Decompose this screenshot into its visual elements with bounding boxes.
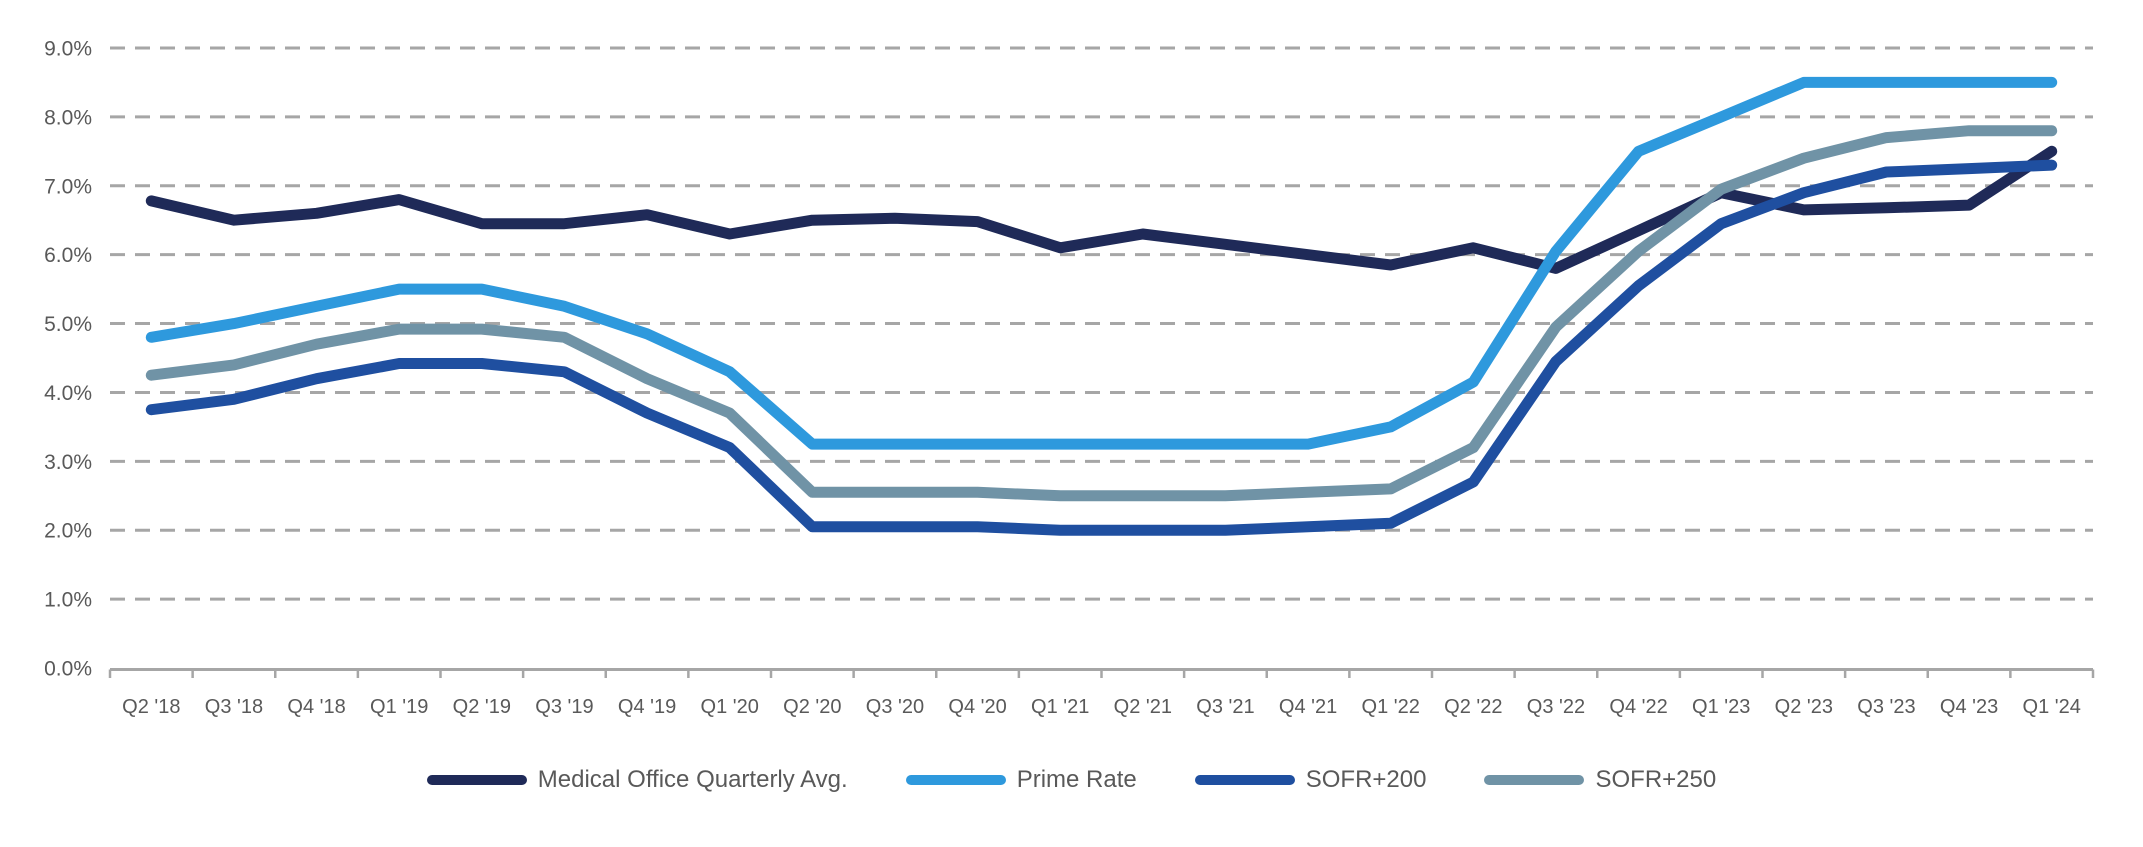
x-axis-label: Q4 '21 xyxy=(1279,696,1337,718)
x-axis-label: Q3 '23 xyxy=(1857,696,1915,718)
x-axis-label: Q2 '18 xyxy=(122,696,180,718)
x-axis-label: Q4 '22 xyxy=(1609,696,1667,718)
legend-swatch-prime-rate xyxy=(905,775,1006,785)
x-axis-label: Q1 '23 xyxy=(1692,696,1750,718)
x-axis-label: Q4 '18 xyxy=(287,696,345,718)
x-axis-label: Q4 '23 xyxy=(1940,696,1998,718)
x-axis-label: Q1 '21 xyxy=(1031,696,1089,718)
legend-label-prime-rate: Prime Rate xyxy=(1016,766,1137,793)
x-axis-label: Q4 '20 xyxy=(948,696,1006,718)
x-axis-label: Q3 '22 xyxy=(1527,696,1585,718)
x-axis-label: Q2 '19 xyxy=(453,696,511,718)
y-axis-label: 2.0% xyxy=(44,520,92,543)
x-axis-label: Q3 '20 xyxy=(866,696,924,718)
x-axis-label: Q2 '20 xyxy=(783,696,841,718)
x-axis-label: Q3 '18 xyxy=(205,696,263,718)
y-axis-label: 0.0% xyxy=(44,658,92,681)
x-axis-label: Q3 '19 xyxy=(535,696,593,718)
y-axis-label: 9.0% xyxy=(44,38,92,61)
legend-label-medical-office-quarterly-avg: Medical Office Quarterly Avg. xyxy=(537,766,848,793)
series-line-medical-office-quarterly-avg xyxy=(145,145,2058,274)
y-axis-label: 6.0% xyxy=(44,244,92,267)
legend-swatch-sofr-200 xyxy=(1194,775,1295,785)
legend-swatch-sofr-250 xyxy=(1484,775,1585,785)
x-axis-label: Q2 '22 xyxy=(1444,696,1502,718)
legend-label-sofr-200: SOFR+200 xyxy=(1305,766,1427,793)
y-axis-label: 4.0% xyxy=(44,382,92,405)
x-axis-label: Q4 '19 xyxy=(618,696,676,718)
series-line-sofr-250 xyxy=(145,125,2058,502)
x-axis-label: Q3 '21 xyxy=(1196,696,1254,718)
legend-item-medical-office-quarterly-avg: Medical Office Quarterly Avg. xyxy=(426,766,848,794)
legend-item-sofr-250: SOFR+250 xyxy=(1484,766,1716,794)
x-axis-label: Q1 '24 xyxy=(2023,696,2081,718)
x-axis-label: Q1 '22 xyxy=(1362,696,1420,718)
legend-item-prime-rate: Prime Rate xyxy=(905,766,1137,794)
x-axis-label: Q2 '23 xyxy=(1775,696,1833,718)
y-axis-label: 8.0% xyxy=(44,106,92,129)
legend-item-sofr-200: SOFR+200 xyxy=(1194,766,1427,794)
series-line-prime-rate xyxy=(145,76,2058,450)
x-axis-label: Q1 '20 xyxy=(701,696,759,718)
x-axis-label: Q2 '21 xyxy=(1114,696,1172,718)
legend: Medical Office Quarterly Avg. Prime Rate S… xyxy=(0,766,2143,794)
y-axis-label: 1.0% xyxy=(44,589,92,612)
legend-swatch-medical-office-quarterly-avg xyxy=(426,775,527,785)
legend-label-sofr-250: SOFR+250 xyxy=(1595,766,1717,793)
y-axis-label: 7.0% xyxy=(44,175,92,198)
y-axis-label: 5.0% xyxy=(44,313,92,336)
series-line-sofr-200 xyxy=(145,159,2058,536)
y-axis-label: 3.0% xyxy=(44,451,92,474)
x-axis-label: Q1 '19 xyxy=(370,696,428,718)
